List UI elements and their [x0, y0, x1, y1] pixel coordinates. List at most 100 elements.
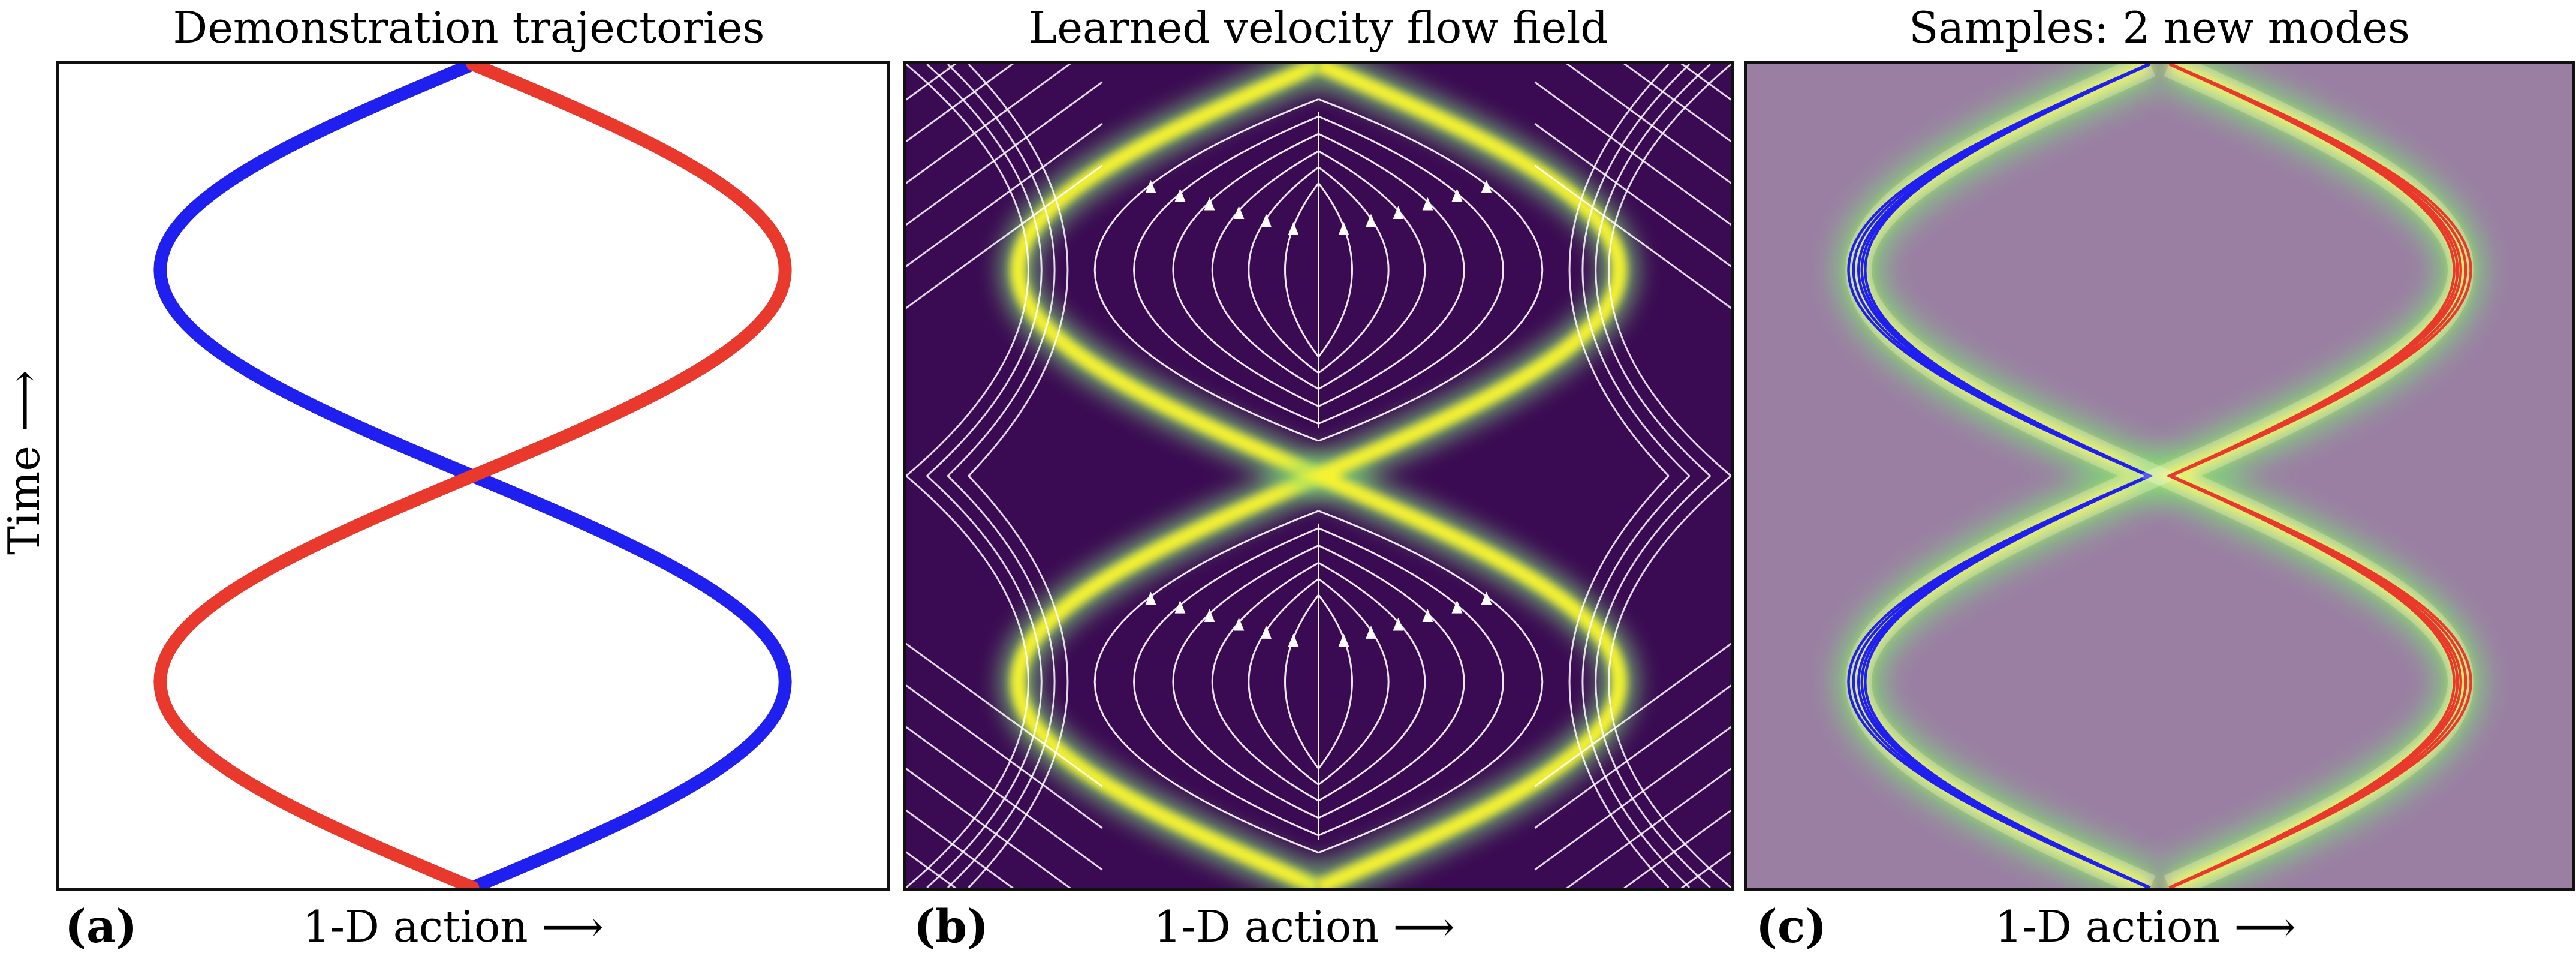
density-band [1000, 64, 1637, 888]
streamline [1093, 98, 1319, 442]
panel-b-tag: (b) [914, 900, 989, 953]
streamline [1172, 133, 1319, 407]
streamline-arrow [1204, 609, 1215, 623]
streamline-corner [1623, 64, 1731, 143]
streamline-arrow [1145, 179, 1156, 193]
streamline [1318, 115, 1504, 425]
streamline-outer [1595, 475, 1711, 888]
streamline-arrow [1233, 617, 1245, 631]
sample-trajectories [1845, 64, 2474, 888]
streamline-arrow [1288, 221, 1299, 235]
streamline [1318, 182, 1353, 358]
streamline-corner [906, 164, 1103, 309]
streamline-corner [906, 768, 1071, 888]
streamline-arrow [1174, 600, 1186, 614]
streamline-corner [1534, 726, 1731, 871]
density-core-right [1299, 64, 1627, 888]
demonstration-plot [153, 64, 792, 888]
panel-a-tag: (a) [65, 900, 138, 953]
panel-b-title: Learned velocity flow field [1028, 2, 1608, 53]
streamline-corner [906, 123, 1103, 267]
samples-plot [1747, 64, 2572, 888]
sample-trajectory-red [2167, 64, 2472, 888]
streamline [1284, 594, 1319, 769]
streamline-arrow [1393, 206, 1404, 219]
streamline-corner [1534, 164, 1731, 309]
streamline-outer [1568, 64, 1670, 477]
panel-c-title: Samples: 2 new modes [1909, 2, 2410, 53]
streamline-corner [1534, 642, 1731, 787]
streamline-corner [906, 81, 1103, 226]
sample-trajectory-blue [1847, 64, 2152, 888]
streamline-arrow [1233, 206, 1245, 219]
streamline [1211, 150, 1319, 390]
streamline-corner [1680, 64, 1731, 101]
panel-c-xlabel: 1-D action ⟶ [1995, 901, 2296, 952]
streamline-arrow [1422, 197, 1433, 211]
streamline-arrow [1338, 633, 1349, 647]
streamline [1318, 133, 1465, 407]
streamline [1318, 98, 1544, 442]
streamline-outer [1581, 475, 1691, 888]
streamline-arrow [1422, 609, 1433, 623]
streamline [1318, 545, 1465, 819]
streamline-corner [1534, 123, 1731, 267]
streamline-corner [1623, 809, 1731, 888]
streamline-corner [1566, 768, 1731, 888]
panel-b-flow-field [903, 61, 1734, 891]
panel-a-xlabel: 1-D action ⟶ [303, 901, 604, 952]
streamline-outer [968, 475, 1069, 888]
panel-a-title: Demonstration trajectories [173, 2, 765, 53]
streamline-corner [1566, 64, 1731, 184]
panel-c-tag: (c) [1756, 900, 1827, 953]
streamline-corner [906, 64, 1014, 143]
streamline-corner [906, 642, 1103, 787]
streamline [1318, 562, 1426, 802]
streamline [1284, 182, 1319, 358]
streamline-arrows [1145, 179, 1492, 647]
panel-a-demonstrations [56, 61, 890, 891]
streamline [1318, 527, 1504, 837]
streamline-corner [906, 64, 957, 101]
streamline-corner [906, 684, 1103, 829]
panel-c-samples [1744, 61, 2575, 891]
streamline [1172, 545, 1319, 819]
streamline-corner [1534, 684, 1731, 829]
streamline [1318, 150, 1426, 390]
streamline-arrow [1204, 197, 1215, 211]
streamline [1248, 166, 1319, 374]
streamline-arrow [1481, 591, 1492, 605]
streamline [1318, 166, 1390, 374]
streamline-corner [1534, 81, 1731, 226]
streamline [1133, 115, 1319, 425]
streamline [1318, 510, 1544, 854]
streamline-corner [906, 851, 957, 888]
streamlines [906, 64, 1731, 888]
streamline-outer [926, 475, 1043, 888]
streamline [1093, 510, 1319, 854]
streamline [1318, 578, 1390, 786]
y-axis-label: Time ⟶ [0, 369, 49, 555]
panel-b-xlabel: 1-D action ⟶ [1154, 901, 1455, 952]
streamline-outer [1581, 64, 1691, 477]
streamline [1211, 562, 1319, 802]
streamline-corner [906, 726, 1103, 871]
streamline [1318, 594, 1353, 769]
streamline-outer [1568, 475, 1670, 888]
streamline-outer [1595, 64, 1711, 477]
streamline-corner [906, 809, 1014, 888]
streamline-arrow [1366, 625, 1376, 639]
streamline-arrow [1451, 188, 1463, 202]
streamline-arrow [1481, 179, 1492, 193]
streamline-corner [1680, 851, 1731, 888]
streamline-corner [906, 64, 1071, 184]
streamline-arrow [1338, 221, 1349, 235]
streamline-arrow [1451, 600, 1463, 614]
streamline-arrow [1145, 591, 1156, 605]
flow-field-plot [906, 64, 1731, 888]
streamline-arrow [1174, 188, 1186, 202]
streamline [1133, 527, 1319, 837]
streamline-arrow [1288, 633, 1299, 647]
streamline-arrow [1261, 214, 1272, 227]
demonstration-trajectory-red [153, 64, 792, 888]
